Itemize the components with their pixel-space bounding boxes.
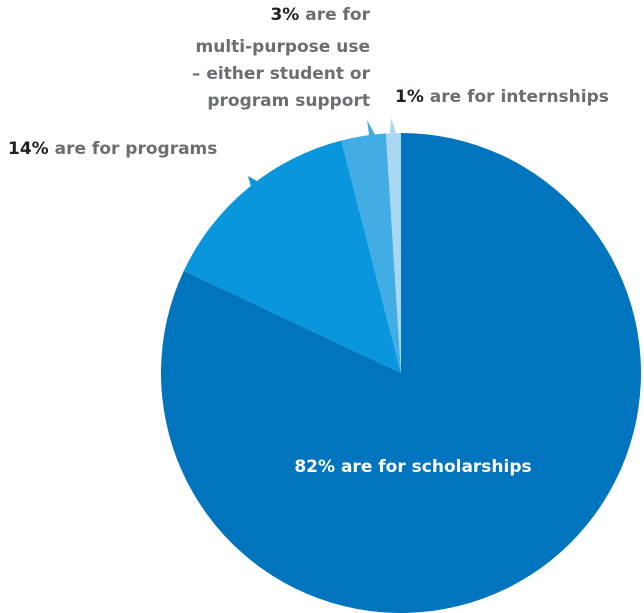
pie-slices — [160, 132, 641, 613]
leader-internships — [390, 118, 396, 133]
leader-multipurpose — [367, 120, 378, 142]
label-programs: 14% are for programs — [8, 139, 217, 159]
pct-programs: 14% — [8, 139, 49, 159]
label-multipurpose-line2: multi-purpose use — [196, 37, 370, 57]
pct-multipurpose: 3% — [270, 5, 299, 25]
label-internships: 1% are for internships — [395, 87, 609, 107]
pie-slice-1 — [183, 140, 401, 373]
label-multipurpose-line1: 3% are for — [270, 5, 370, 25]
label-scholarships: 82% are for scholarships — [294, 457, 531, 477]
text-internships: are for internships — [424, 87, 609, 107]
pct-scholarships: 82% — [294, 457, 335, 477]
pie-slice-2 — [341, 133, 401, 373]
label-multipurpose-line4: program support — [207, 91, 370, 111]
leader-programs — [248, 176, 262, 190]
label-multipurpose-line3: – either student or — [192, 64, 371, 84]
pie-slice-3 — [385, 132, 401, 373]
text-scholarships: are for scholarships — [335, 457, 532, 477]
pie-slice-0 — [160, 133, 641, 613]
pct-internships: 1% — [395, 87, 424, 107]
leader-lines — [248, 118, 396, 190]
text-programs: are for programs — [49, 139, 218, 159]
text-multipurpose-line1: are for — [299, 5, 370, 25]
